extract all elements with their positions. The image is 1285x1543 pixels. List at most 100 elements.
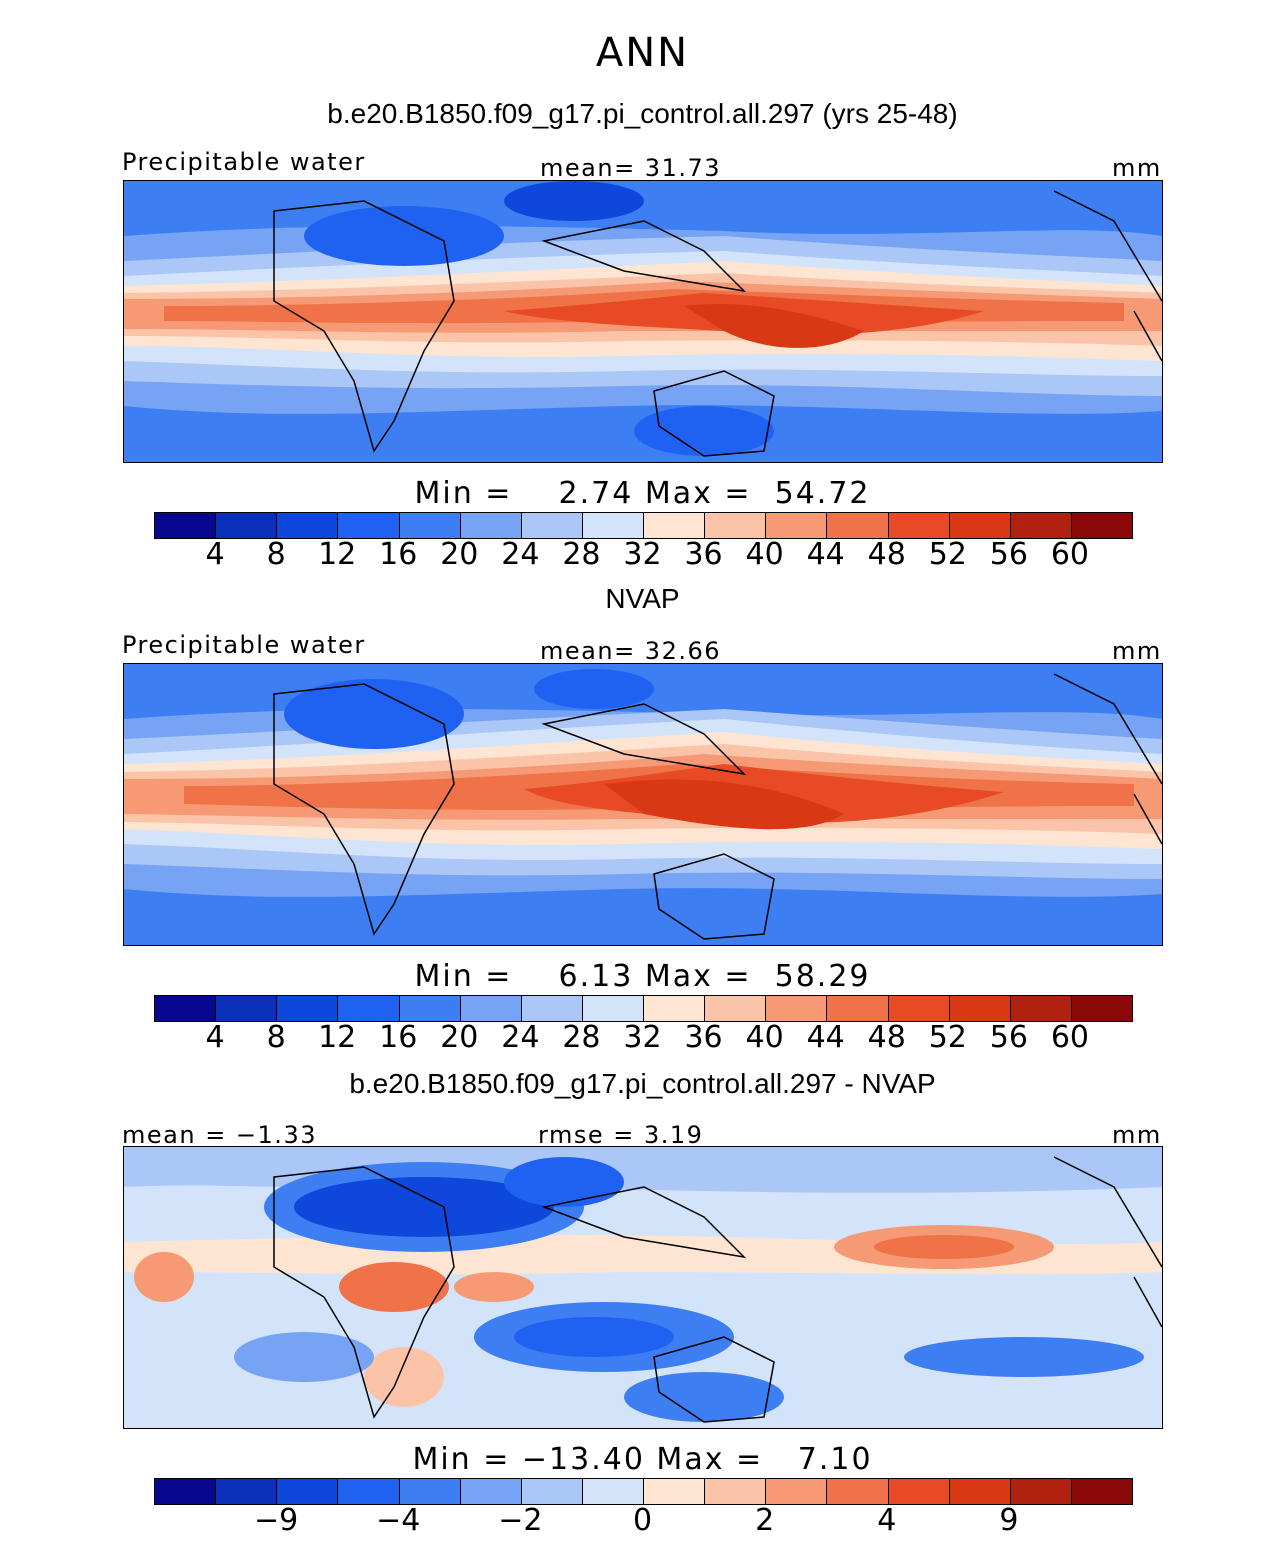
panel3-minmax: Min = −13.40 Max = 7.10 <box>412 1442 873 1477</box>
colorbar-swatch <box>827 513 889 538</box>
colorbar-tick-label: 12 <box>318 1020 357 1055</box>
colorbar-swatch <box>888 1479 950 1504</box>
panel1-colorbar <box>154 512 1133 539</box>
panel2-minmax: Min = 6.13 Max = 58.29 <box>414 959 871 994</box>
panel3-colorbar <box>154 1478 1133 1505</box>
colorbar-swatch <box>1010 996 1072 1021</box>
colorbar-swatch <box>705 1479 767 1504</box>
colorbar-tick-label: 4 <box>877 1503 897 1538</box>
colorbar-tick-label: 16 <box>379 537 418 572</box>
colorbar-swatch <box>277 1479 339 1504</box>
colorbar-tick-label: 28 <box>562 1020 601 1055</box>
panel1-colorbar-ticks: 4 8 12 16 20 24 28 32 36 40 44 48 52 56 60 <box>0 537 1285 577</box>
colorbar-swatch <box>582 1479 644 1504</box>
season-title: ANN <box>595 30 690 76</box>
colorbar-tick-label: 60 <box>1050 537 1090 572</box>
colorbar-swatch <box>216 1479 278 1504</box>
colorbar-swatch <box>460 513 522 538</box>
colorbar-swatch <box>277 996 339 1021</box>
panel1-title: b.e20.B1850.f09_g17.pi_control.all.297 (… <box>327 98 958 129</box>
panel3-mean-label: mean = −1.33 <box>122 1121 317 1149</box>
colorbar-tick-label: −9 <box>254 1503 299 1538</box>
colorbar-tick-label: 48 <box>867 1020 906 1055</box>
colorbar-tick-label: 52 <box>928 537 967 572</box>
colorbar-swatch <box>155 513 217 538</box>
colorbar-swatch <box>888 996 950 1021</box>
colorbar-tick-label: 4 <box>205 537 225 572</box>
colorbar-swatch <box>1010 513 1072 538</box>
panel3-colorbar-ticks: −9 −4 −2 0 2 4 9 <box>0 1503 1285 1543</box>
colorbar-swatch <box>827 1479 889 1504</box>
colorbar-swatch <box>155 996 217 1021</box>
colorbar-tick-label: 32 <box>623 537 662 572</box>
colorbar-swatch <box>644 1479 706 1504</box>
colorbar-swatch <box>827 996 889 1021</box>
panel2-map <box>123 663 1163 946</box>
colorbar-tick-label: 20 <box>440 1020 479 1055</box>
panel2-variable-label: Precipitable water <box>122 631 366 659</box>
colorbar-swatch <box>338 996 400 1021</box>
colorbar-swatch <box>1071 513 1132 538</box>
colorbar-swatch <box>399 1479 461 1504</box>
colorbar-tick-label: 52 <box>928 1020 967 1055</box>
panel2-colorbar-ticks: 4 8 12 16 20 24 28 32 36 40 44 48 52 56 60 <box>0 1020 1285 1060</box>
panel2-title: NVAP <box>605 583 680 614</box>
colorbar-swatch <box>766 513 828 538</box>
colorbar-tick-label: 20 <box>440 537 479 572</box>
panel3-map <box>123 1146 1163 1429</box>
panel2-colorbar <box>154 995 1133 1022</box>
colorbar-tick-label: 2 <box>755 1503 775 1538</box>
colorbar-swatch <box>766 1479 828 1504</box>
colorbar-swatch <box>338 513 400 538</box>
colorbar-swatch <box>766 996 828 1021</box>
colorbar-swatch <box>644 513 706 538</box>
colorbar-tick-label: 9 <box>999 1503 1019 1538</box>
colorbar-swatch <box>277 513 339 538</box>
colorbar-swatch <box>521 996 583 1021</box>
colorbar-swatch <box>888 513 950 538</box>
colorbar-tick-label: 44 <box>806 1020 845 1055</box>
colorbar-swatch <box>155 1479 217 1504</box>
panel2-mean-label: mean= 32.66 <box>540 637 722 665</box>
colorbar-swatch <box>460 1479 522 1504</box>
colorbar-tick-label: 8 <box>266 537 286 572</box>
colorbar-tick-label: 40 <box>745 1020 784 1055</box>
panel2-contour-field <box>124 664 1162 945</box>
colorbar-swatch <box>338 1479 400 1504</box>
colorbar-tick-label: 48 <box>867 537 906 572</box>
colorbar-swatch <box>644 996 706 1021</box>
panel1-map <box>123 180 1163 463</box>
colorbar-swatch <box>705 996 767 1021</box>
colorbar-tick-label: 8 <box>266 1020 286 1055</box>
colorbar-tick-label: 32 <box>623 1020 662 1055</box>
colorbar-tick-label: 40 <box>745 537 784 572</box>
colorbar-tick-label: 16 <box>379 1020 418 1055</box>
colorbar-tick-label: 4 <box>205 1020 225 1055</box>
colorbar-swatch <box>399 996 461 1021</box>
colorbar-swatch <box>460 996 522 1021</box>
colorbar-swatch <box>1071 1479 1132 1504</box>
colorbar-tick-label: 44 <box>806 537 845 572</box>
colorbar-tick-label: 28 <box>562 537 601 572</box>
panel3-units-label: mm <box>1112 1121 1162 1149</box>
colorbar-swatch <box>521 1479 583 1504</box>
colorbar-swatch <box>949 513 1011 538</box>
colorbar-tick-label: −2 <box>498 1503 543 1538</box>
colorbar-tick-label: 56 <box>989 537 1028 572</box>
panel1-contour-field <box>124 181 1162 462</box>
panel3-title: b.e20.B1850.f09_g17.pi_control.all.297 -… <box>349 1068 936 1099</box>
colorbar-tick-label: 36 <box>684 537 723 572</box>
colorbar-tick-label: 56 <box>989 1020 1028 1055</box>
colorbar-swatch <box>1071 996 1132 1021</box>
colorbar-tick-label: 0 <box>632 1503 653 1538</box>
colorbar-swatch <box>705 513 767 538</box>
panel2-units-label: mm <box>1112 637 1162 665</box>
colorbar-tick-label: 24 <box>501 1020 540 1055</box>
colorbar-tick-label: 60 <box>1050 1020 1090 1055</box>
colorbar-tick-label: −4 <box>376 1503 421 1538</box>
colorbar-swatch <box>1010 1479 1072 1504</box>
colorbar-tick-label: 36 <box>684 1020 723 1055</box>
colorbar-swatch <box>216 996 278 1021</box>
colorbar-swatch <box>949 1479 1011 1504</box>
colorbar-tick-label: 12 <box>318 537 357 572</box>
